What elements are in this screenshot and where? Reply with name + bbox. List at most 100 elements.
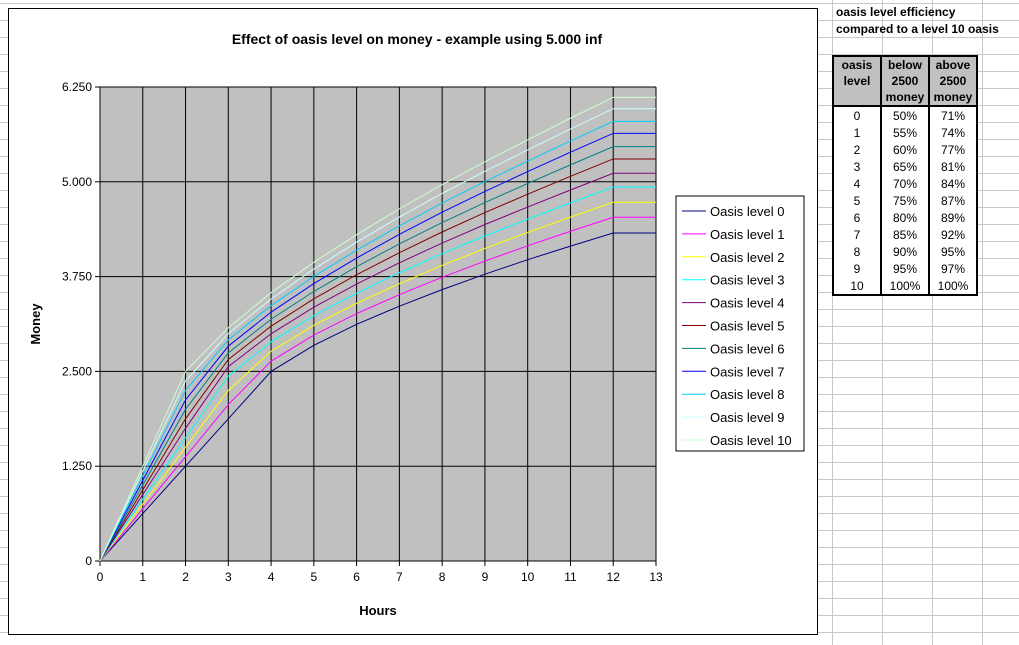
legend-label: Oasis level 0 (710, 204, 784, 219)
table-cell[interactable]: 50% (880, 106, 930, 124)
legend-label: Oasis level 3 (710, 273, 784, 288)
legend-label: Oasis level 5 (710, 319, 784, 334)
table-cell[interactable]: 87% (928, 192, 978, 209)
header-text: below (887, 58, 922, 72)
table-body: 0 50% 71% 1 55% 74% 2 60% 77% 3 65% 81% 4 70% 84% 5 75% 8… (832, 106, 978, 296)
x-tick-label: 1 (139, 570, 146, 584)
series-line-level-7 (99, 132, 656, 562)
legend-label: Oasis level 9 (710, 410, 784, 425)
header-text: level (843, 74, 871, 88)
table-cell[interactable]: 77% (928, 141, 978, 158)
table-cell[interactable]: 75% (880, 192, 930, 209)
table-cell[interactable]: 5 (832, 192, 882, 209)
legend-label: Oasis level 8 (710, 387, 784, 402)
series-line-level-5 (99, 158, 656, 562)
x-tick-label: 11 (564, 570, 577, 584)
table-cell[interactable]: 74% (928, 124, 978, 141)
table-row: 4 70% 84% (832, 175, 978, 192)
info-title-line2: compared to a level 10 oasis (836, 22, 999, 36)
table-cell[interactable]: 92% (928, 226, 978, 243)
table-cell[interactable]: 81% (928, 158, 978, 175)
column-divider (982, 0, 983, 645)
legend-label: Oasis level 1 (710, 227, 784, 242)
x-tick-label: 5 (311, 570, 318, 584)
legend-box (675, 195, 805, 452)
table-row: 1 55% 74% (832, 124, 978, 141)
table-cell[interactable]: 65% (880, 158, 930, 175)
legend-label: Oasis level 4 (710, 296, 784, 311)
column-divider (882, 0, 883, 645)
table-cell[interactable]: 90% (880, 243, 930, 260)
x-tick-label: 8 (439, 570, 446, 584)
table-cell[interactable]: 9 (832, 260, 882, 277)
header-text: 2500 (891, 74, 919, 88)
chart-title: Effect of oasis level on money - example… (232, 31, 603, 47)
legend-label: Oasis level 6 (710, 341, 784, 356)
y-tick-label: 3.750 (62, 270, 92, 284)
efficiency-table: oasis level below 2500 money above 2500 money 0… (832, 55, 978, 296)
x-tick-label: 2 (182, 570, 189, 584)
table-cell[interactable]: 0 (832, 106, 882, 124)
table-cell[interactable]: 2 (832, 141, 882, 158)
x-tick-label: 12 (607, 570, 621, 584)
table-cell[interactable]: 95% (928, 243, 978, 260)
series-line-level-8 (99, 120, 656, 562)
table-header-cell[interactable]: above 2500 money (928, 55, 978, 107)
y-tick-label: 0 (85, 554, 92, 568)
table-cell[interactable]: 97% (928, 260, 978, 277)
y-tick-label: 2.500 (62, 364, 92, 378)
table-cell[interactable]: 71% (928, 106, 978, 124)
line-chart: Effect of oasis level on money - example… (28, 31, 805, 618)
table-cell[interactable]: 85% (880, 226, 930, 243)
table-row: 7 85% 92% (832, 226, 978, 243)
table-cell[interactable]: 7 (832, 226, 882, 243)
x-tick-label: 6 (353, 570, 360, 584)
x-tick-label: 10 (521, 570, 535, 584)
chart-area[interactable]: Effect of oasis level on money - example… (8, 8, 818, 635)
info-title-line1: oasis level efficiency (836, 5, 956, 19)
plot-area (100, 87, 656, 561)
table-cell[interactable]: 100% (880, 277, 930, 296)
x-tick-label: 3 (225, 570, 232, 584)
x-tick-label: 13 (649, 570, 663, 584)
table-row: 6 80% 89% (832, 209, 978, 226)
header-text: above (935, 58, 971, 72)
table-row: 8 90% 95% (832, 243, 978, 260)
table-cell[interactable]: 70% (880, 175, 930, 192)
x-tick-label: 9 (482, 570, 489, 584)
series-line-level-1 (99, 216, 656, 562)
table-cell[interactable]: 100% (928, 277, 978, 296)
table-cell[interactable]: 95% (880, 260, 930, 277)
x-tick-label: 7 (396, 570, 403, 584)
table-row: 10 100% 100% (832, 277, 978, 296)
table-cell[interactable]: 3 (832, 158, 882, 175)
series-line-level-10 (99, 96, 656, 562)
table-row: 5 75% 87% (832, 192, 978, 209)
table-header-cell[interactable]: oasis level (832, 55, 882, 107)
table-row: 2 60% 77% (832, 141, 978, 158)
table-cell[interactable]: 60% (880, 141, 930, 158)
header-text: oasis (841, 58, 873, 72)
table-cell[interactable]: 8 (832, 243, 882, 260)
table-cell[interactable]: 55% (880, 124, 930, 141)
header-text: money (933, 90, 973, 104)
y-tick-label: 6.250 (62, 80, 92, 94)
table-cell[interactable]: 6 (832, 209, 882, 226)
x-tick-label: 4 (268, 570, 275, 584)
table-cell[interactable]: 89% (928, 209, 978, 226)
table-cell[interactable]: 1 (832, 124, 882, 141)
legend-label: Oasis level 10 (710, 433, 792, 448)
table-cell[interactable]: 80% (880, 209, 930, 226)
y-tick-label: 1.250 (62, 459, 92, 473)
series-line-level-4 (99, 172, 656, 562)
series-line-level-9 (99, 108, 656, 562)
header-text: money (885, 90, 925, 104)
table-header-cell[interactable]: below 2500 money (880, 55, 930, 107)
table-cell[interactable]: 4 (832, 175, 882, 192)
table-cell[interactable]: 10 (832, 277, 882, 296)
header-text: 2500 (939, 74, 967, 88)
series-line-level-2 (99, 201, 656, 562)
legend-label: Oasis level 7 (710, 364, 784, 379)
table-row: 9 95% 97% (832, 260, 978, 277)
table-cell[interactable]: 84% (928, 175, 978, 192)
